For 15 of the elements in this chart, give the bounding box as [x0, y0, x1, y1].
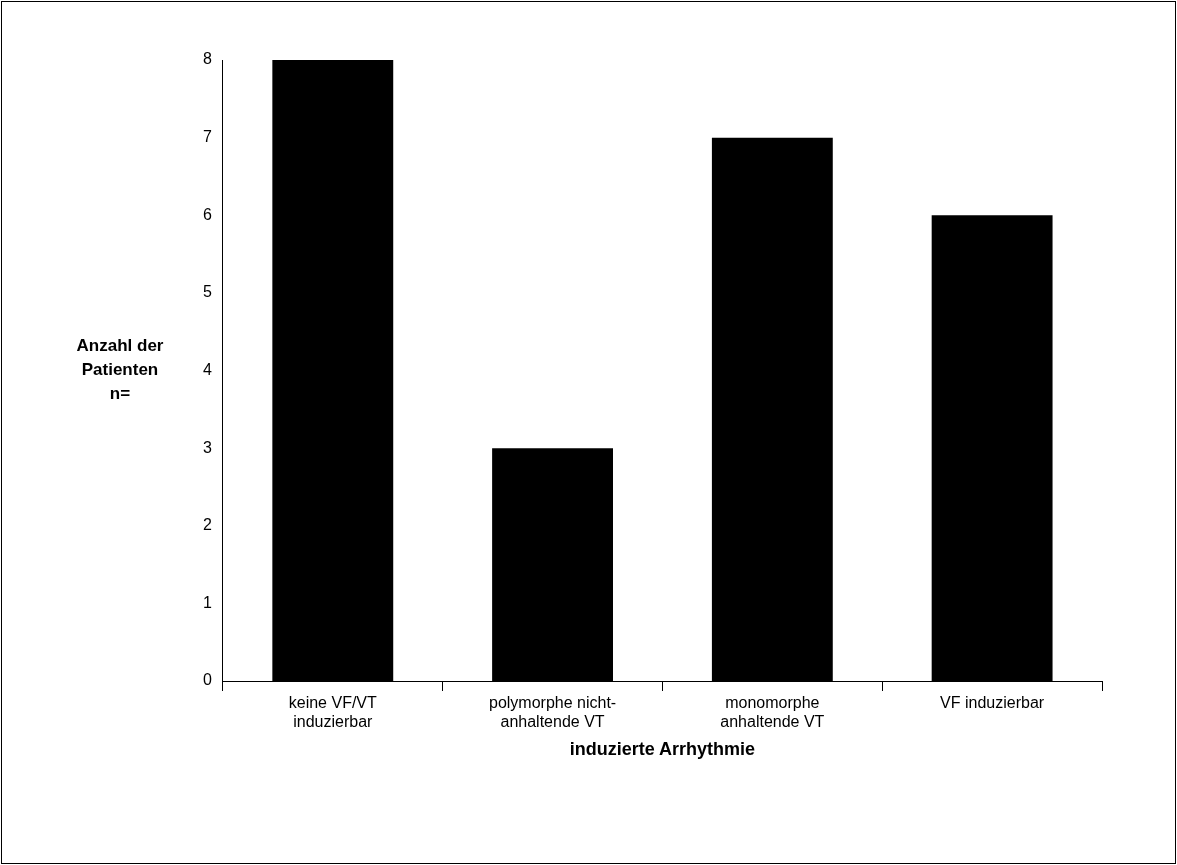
y-tick-label: 0	[202, 671, 212, 689]
x-tick-label: keine VF/VT induzierbar	[288, 694, 378, 731]
y-tick-label: 8	[202, 50, 212, 68]
y-tick-label: 3	[202, 438, 212, 456]
y-tick-label: 2	[202, 516, 212, 534]
y-axis-title: Anzahl der Patienten n=	[76, 336, 164, 404]
y-tick-label: 6	[202, 205, 212, 223]
y-tick-label: 4	[202, 360, 212, 378]
y-tick-label: 5	[202, 283, 212, 301]
x-axis-title: induzierte Arrhythmie	[569, 739, 756, 760]
y-tick-label: 1	[202, 593, 212, 611]
x-tick-label: monomorphe anhaltende VT	[720, 694, 825, 731]
x-tick-label: polymorphe nicht-anhaltende VT	[488, 694, 617, 731]
x-tick-label: VF induzierbar	[940, 694, 1045, 712]
y-tick-label: 7	[202, 128, 212, 146]
